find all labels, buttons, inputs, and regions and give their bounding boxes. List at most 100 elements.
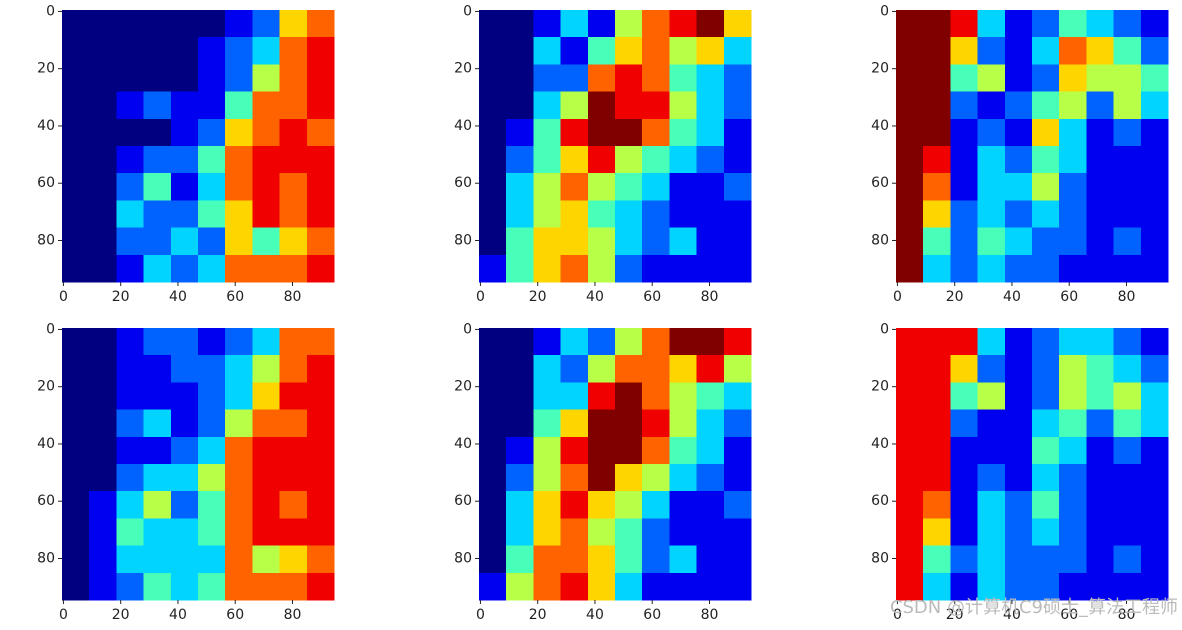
heatmap-cell — [170, 464, 199, 492]
heatmap-cell — [198, 118, 226, 147]
heatmap-cell — [923, 91, 951, 120]
heatmap-cell — [225, 545, 253, 574]
y-tick-label: 40 — [454, 436, 472, 452]
heatmap-cell — [279, 545, 308, 574]
heatmap-cell — [252, 355, 281, 383]
heatmap-cell — [1059, 355, 1087, 383]
heatmap-cell — [896, 173, 924, 201]
heatmap-cell — [1004, 464, 1033, 492]
heatmap — [62, 10, 335, 283]
heatmap-cell — [1113, 518, 1142, 547]
heatmap-cell — [1086, 436, 1115, 465]
heatmap-cell — [1032, 146, 1060, 174]
heatmap-cell — [1140, 10, 1169, 38]
heatmap-cell — [506, 254, 534, 283]
heatmap-cell — [723, 173, 752, 201]
heatmap-cell — [533, 436, 562, 465]
heatmap-cell — [696, 545, 725, 574]
heatmap-cell — [1113, 173, 1142, 201]
y-tick-label: 20 — [871, 379, 889, 395]
heatmap-cell — [116, 355, 145, 383]
heatmap-cell — [1086, 173, 1115, 201]
heatmap-cell — [89, 64, 117, 93]
heatmap-cell — [977, 146, 1006, 174]
heatmap-cell — [696, 146, 725, 174]
heatmap-cell — [62, 146, 90, 174]
heatmap-cell — [1140, 545, 1169, 574]
heatmap-cell — [1032, 64, 1060, 93]
heatmap-cell — [116, 227, 145, 256]
heatmap-cell — [1140, 227, 1169, 256]
heatmap-cell — [1032, 118, 1060, 147]
heatmap-cell — [560, 436, 589, 465]
heatmap-cell — [62, 436, 90, 465]
heatmap-cell — [506, 491, 534, 519]
x-tick-label: 0 — [476, 607, 485, 623]
heatmap-cell — [560, 91, 589, 120]
heatmap-cell — [896, 355, 924, 383]
heatmap-cell — [279, 464, 308, 492]
heatmap-cell — [615, 200, 643, 229]
heatmap-cell — [1004, 572, 1033, 601]
heatmap-cell — [1086, 355, 1115, 383]
heatmap-cell — [1140, 355, 1169, 383]
x-tick-label: 80 — [284, 607, 302, 623]
heatmap-cell — [170, 200, 199, 229]
heatmap-cell — [669, 64, 698, 93]
heatmap-cell — [170, 173, 199, 201]
heatmap-cell — [1032, 10, 1060, 38]
heatmap-cell — [1032, 382, 1060, 411]
heatmap-cell — [669, 572, 698, 601]
heatmap-cell — [1086, 328, 1115, 356]
heatmap-cell — [306, 227, 335, 256]
heatmap-cell — [587, 409, 616, 438]
heatmap-cell — [950, 464, 979, 492]
heatmap-cell — [1032, 572, 1060, 601]
heatmap-cell — [950, 328, 979, 356]
heatmap-cell — [923, 464, 951, 492]
heatmap-cell — [1004, 254, 1033, 283]
heatmap-cell — [1086, 464, 1115, 492]
heatmap-cell — [89, 436, 117, 465]
heatmap-cell — [1140, 91, 1169, 120]
heatmap-cell — [1113, 91, 1142, 120]
heatmap-cell — [143, 254, 172, 283]
heatmap-cell — [506, 572, 534, 601]
heatmap-cell — [1004, 64, 1033, 93]
y-tick-label: 80 — [871, 232, 889, 248]
heatmap-cell — [1140, 436, 1169, 465]
heatmap-cell — [506, 436, 534, 465]
heatmap-cell — [950, 254, 979, 283]
heatmap-cell — [279, 518, 308, 547]
heatmap-cell — [1004, 382, 1033, 411]
heatmap-cell — [587, 328, 616, 356]
heatmap-cell — [533, 37, 562, 65]
heatmap-cell — [479, 464, 507, 492]
heatmap-cell — [1140, 173, 1169, 201]
heatmap-cell — [1140, 491, 1169, 519]
heatmap-cell — [977, 37, 1006, 65]
x-tick-label: 60 — [226, 289, 244, 305]
heatmap-cell — [1004, 146, 1033, 174]
heatmap-cell — [279, 64, 308, 93]
heatmap-cell — [1004, 10, 1033, 38]
heatmap-cell — [1113, 491, 1142, 519]
heatmap-cell — [62, 64, 90, 93]
heatmap-cell — [1059, 572, 1087, 601]
heatmap-cell — [225, 37, 253, 65]
heatmap-cell — [89, 173, 117, 201]
heatmap-cell — [279, 227, 308, 256]
heatmap-cell — [533, 545, 562, 574]
heatmap-cell — [587, 10, 616, 38]
heatmap-cell — [977, 64, 1006, 93]
heatmap-cell — [252, 464, 281, 492]
x-tick-label: 0 — [893, 289, 902, 305]
y-tick-label: 80 — [871, 550, 889, 566]
y-tick-label: 60 — [37, 175, 55, 191]
heatmap-cell — [89, 382, 117, 411]
heatmap-cell — [560, 10, 589, 38]
heatmap-cell — [506, 64, 534, 93]
heatmap-cell — [977, 173, 1006, 201]
heatmap-cell — [306, 64, 335, 93]
x-tick-label: 60 — [643, 607, 661, 623]
